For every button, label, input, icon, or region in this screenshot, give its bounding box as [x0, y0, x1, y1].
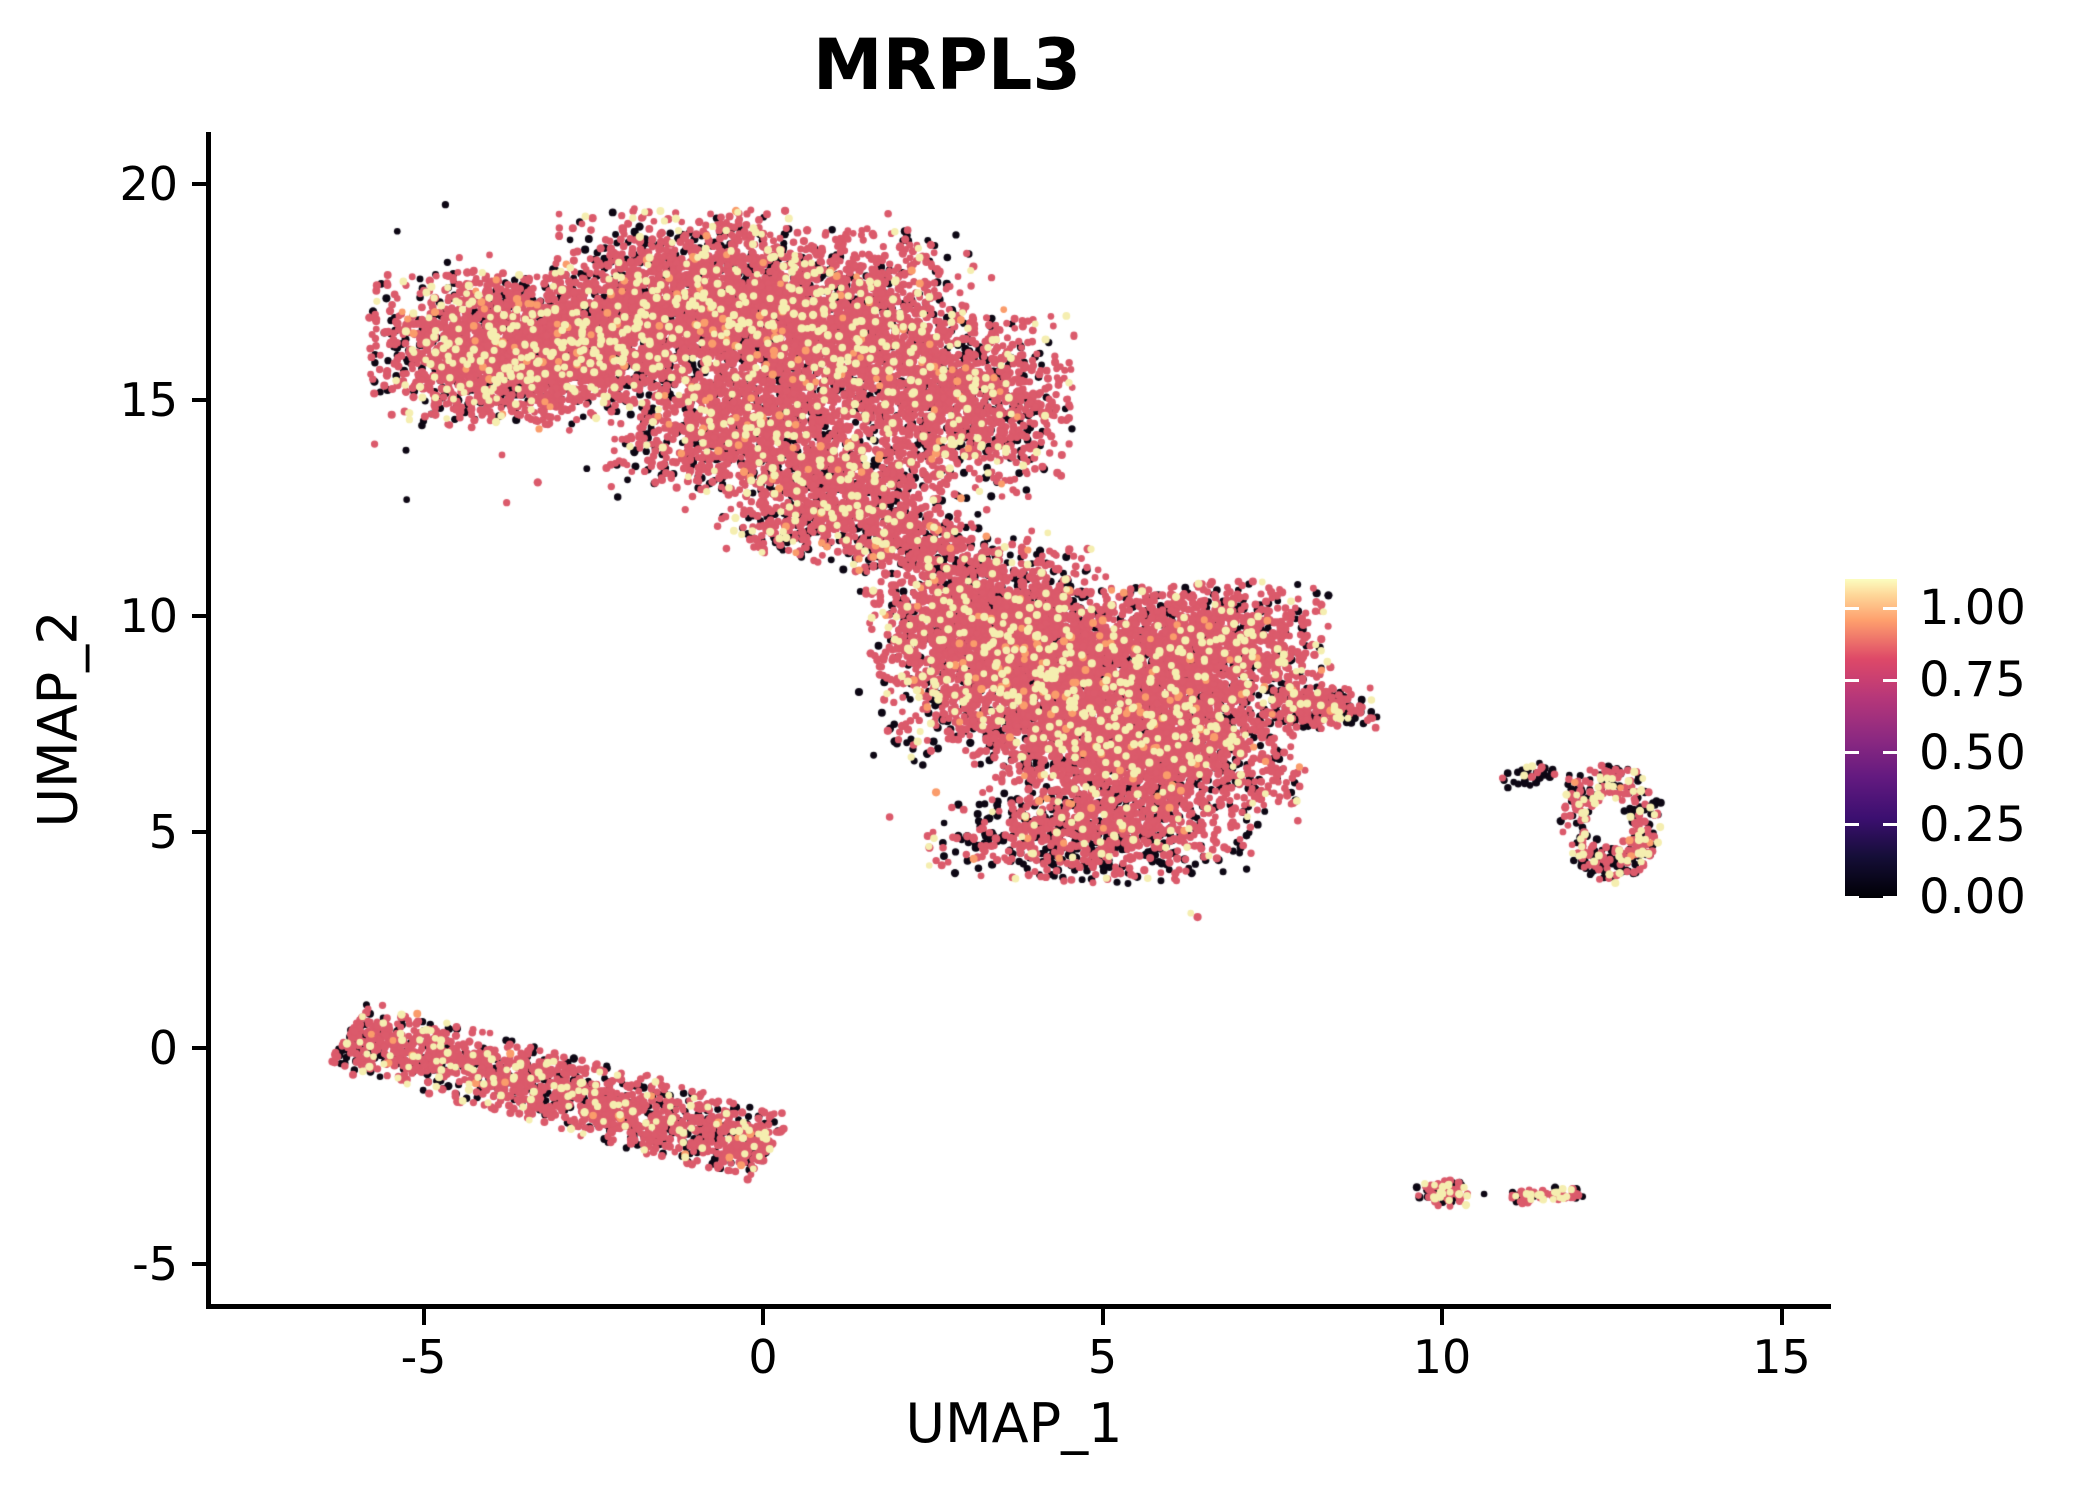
x-axis-tick-label: 0: [748, 1330, 778, 1384]
colorbar-tick-label: 0.50: [1919, 724, 2026, 781]
x-axis-tick-label: 15: [1752, 1330, 1811, 1384]
x-axis-tick: [761, 1309, 765, 1325]
y-axis-title: UMAP_2: [26, 610, 90, 828]
y-axis-tick-label: 20: [119, 157, 178, 211]
y-axis-tick: [192, 182, 208, 186]
colorbar-tick: [1883, 606, 1897, 610]
plot-title: MRPL3: [812, 24, 1082, 106]
colorbar-tick: [1845, 606, 1859, 610]
colorbar-tick: [1845, 823, 1859, 827]
colorbar-tick-label: 0.75: [1919, 652, 2026, 709]
y-axis-tick: [192, 1262, 208, 1266]
colorbar-tick-label: 0.25: [1919, 796, 2026, 853]
colorbar-tick: [1845, 678, 1859, 682]
x-axis-tick-label: 5: [1087, 1330, 1118, 1384]
y-axis-line: [206, 132, 211, 1309]
y-axis-tick: [192, 614, 208, 618]
colorbar: [1845, 579, 1897, 898]
y-axis-tick: [192, 1046, 208, 1050]
colorbar-tick: [1883, 678, 1897, 682]
colorbar-tick: [1845, 751, 1859, 754]
y-axis-tick-label: 15: [119, 373, 178, 427]
x-axis-tick-label: -5: [400, 1330, 447, 1384]
x-axis-tick: [1100, 1309, 1105, 1325]
y-axis-tick: [192, 398, 208, 402]
colorbar-tick: [1845, 895, 1859, 898]
y-axis-tick-label: 0: [148, 1021, 178, 1075]
x-axis-line: [206, 1304, 1831, 1309]
y-axis-tick-label: -5: [132, 1237, 178, 1291]
colorbar-tick: [1883, 895, 1897, 898]
y-axis-tick-label: 5: [148, 805, 178, 859]
colorbar-tick: [1883, 823, 1897, 827]
x-axis-tick-label: 10: [1412, 1330, 1472, 1384]
colorbar-tick-label: 1.00: [1919, 580, 2026, 636]
y-axis-tick-label: 10: [119, 589, 178, 643]
colorbar-tick-label: 0.00: [1919, 869, 2026, 925]
x-axis-tick: [1779, 1309, 1784, 1325]
colorbar-tick: [1883, 751, 1897, 754]
y-axis-tick: [192, 830, 208, 834]
x-axis-title: UMAP_1: [905, 1392, 1123, 1455]
x-axis-tick: [421, 1309, 426, 1325]
x-axis-tick: [1440, 1309, 1444, 1325]
